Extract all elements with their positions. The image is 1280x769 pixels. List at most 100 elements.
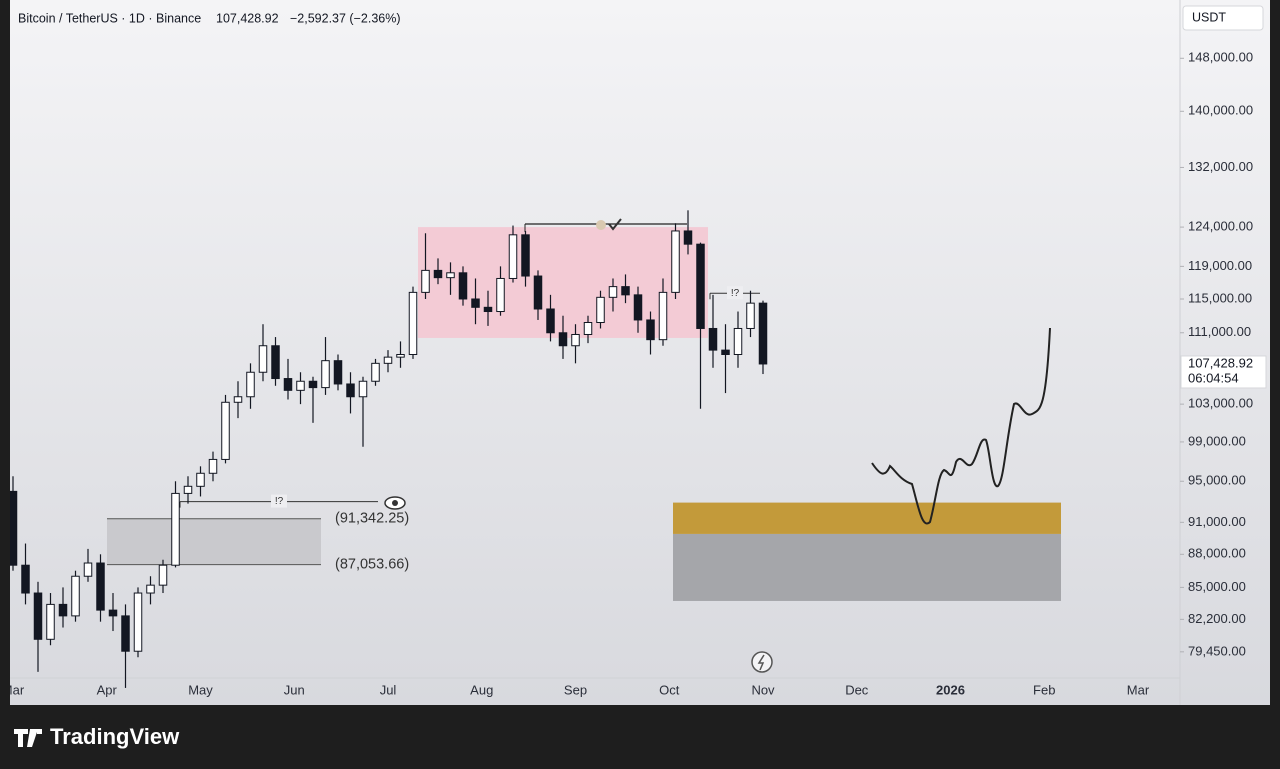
candle-body bbox=[246, 371, 255, 398]
y-tick-label: 115,000.00 bbox=[1188, 290, 1252, 305]
x-tick-label: Mar bbox=[1127, 682, 1150, 697]
candle-body bbox=[708, 327, 718, 351]
candle-body bbox=[271, 345, 280, 380]
x-tick-label: Dec bbox=[845, 682, 869, 697]
candle-body bbox=[10, 490, 18, 566]
zone bbox=[107, 518, 321, 565]
candle-body bbox=[196, 472, 205, 487]
candle-body bbox=[721, 349, 730, 355]
currency-button[interactable] bbox=[1182, 5, 1264, 31]
candle-body bbox=[433, 269, 443, 279]
candle-body bbox=[746, 302, 755, 329]
x-tick-label: Nov bbox=[751, 682, 775, 697]
y-tick-label: 85,000.00 bbox=[1188, 579, 1246, 594]
annotation-bg bbox=[271, 494, 287, 508]
candle-body bbox=[758, 302, 768, 365]
candle-body bbox=[296, 380, 305, 391]
candle-body bbox=[608, 286, 618, 298]
candle-body bbox=[346, 383, 355, 398]
candle-body bbox=[658, 291, 668, 341]
candle-body bbox=[583, 322, 593, 335]
candle-body bbox=[96, 562, 105, 611]
candle-body bbox=[146, 584, 155, 594]
y-tick-label: 148,000.00 bbox=[1188, 50, 1253, 65]
candle-body bbox=[158, 564, 168, 586]
candle-body bbox=[58, 603, 68, 617]
candle-body bbox=[171, 492, 180, 566]
candle-body bbox=[533, 275, 543, 310]
y-tick-label: 119,000.00 bbox=[1188, 258, 1252, 273]
candle-body bbox=[446, 272, 455, 279]
candle-body bbox=[21, 564, 30, 594]
y-tick-label: 140,000.00 bbox=[1188, 103, 1253, 118]
candle-body bbox=[133, 592, 143, 652]
symbol: Bitcoin / TetherUS · 1D · Binance bbox=[18, 11, 201, 25]
plot-area: Mar Apr May Jun Jul Aug Sep Oct Nov Dec 2026 Feb Mar… bbox=[2, 210, 1150, 697]
candle-body bbox=[208, 458, 218, 474]
candle-body bbox=[83, 562, 93, 577]
annotation-label: !? bbox=[275, 496, 284, 507]
candle-body bbox=[371, 362, 380, 382]
currency[interactable]: USDT bbox=[1192, 10, 1226, 24]
candle-body bbox=[396, 353, 405, 358]
candle-body bbox=[283, 378, 293, 391]
candle-body bbox=[233, 396, 243, 403]
candle-body bbox=[646, 319, 655, 341]
x-tick-label: Jun bbox=[284, 682, 305, 697]
y-tick-label: 79,450.00 bbox=[1188, 643, 1246, 658]
eye-pupil bbox=[392, 500, 398, 506]
x-tick-label: 2026 bbox=[936, 682, 965, 697]
candle-body bbox=[483, 306, 493, 313]
zone bbox=[673, 502, 1061, 534]
header-price: 107,428.92 bbox=[216, 11, 279, 25]
annotation-bg bbox=[727, 286, 743, 300]
countdown: 06:04:54 bbox=[1188, 370, 1239, 385]
candle-body bbox=[521, 234, 530, 277]
candle-body bbox=[333, 360, 343, 385]
candle-body bbox=[558, 332, 568, 347]
candle-body bbox=[121, 615, 130, 652]
projection-path bbox=[871, 327, 1051, 525]
candle-body bbox=[258, 345, 268, 373]
candle-body bbox=[108, 609, 118, 617]
candle-body bbox=[683, 230, 693, 245]
candle-body bbox=[321, 360, 330, 389]
x-tick-label: Sep bbox=[564, 682, 587, 697]
annotation-label: !? bbox=[731, 288, 740, 299]
header-change: −2,592.37 (−2.36%) bbox=[290, 11, 401, 25]
y-tick-label: 88,000.00 bbox=[1188, 546, 1246, 561]
candle-body bbox=[596, 296, 605, 324]
candle-body bbox=[408, 291, 418, 355]
x-tick-label: Mar bbox=[2, 682, 25, 697]
candle-body bbox=[696, 243, 705, 329]
y-tick-label: 132,000.00 bbox=[1188, 159, 1253, 174]
x-tick-label: Apr bbox=[97, 682, 118, 697]
x-tick-label: Oct bbox=[659, 682, 680, 697]
level-label: (91,342.25) bbox=[335, 511, 409, 527]
lightning-bolt bbox=[757, 654, 765, 671]
candle-body bbox=[471, 298, 480, 308]
icon bbox=[596, 220, 606, 230]
lightning-icon bbox=[751, 651, 773, 673]
candle-body bbox=[733, 327, 743, 355]
last-price: 107,428.92 bbox=[1188, 355, 1253, 370]
candle-body bbox=[33, 592, 43, 640]
candle-body bbox=[421, 269, 430, 293]
zone bbox=[673, 533, 1061, 601]
y-tick-label: 124,000.00 bbox=[1188, 219, 1253, 234]
candle-body bbox=[633, 294, 643, 321]
candle-body bbox=[496, 277, 505, 313]
candle-body bbox=[571, 333, 580, 347]
y-tick-label: 91,000.00 bbox=[1188, 514, 1246, 529]
candle-body bbox=[358, 380, 368, 398]
y-tick-label: 111,000.00 bbox=[1188, 324, 1251, 339]
candle-body bbox=[308, 380, 318, 389]
x-tick-label: Aug bbox=[470, 682, 493, 697]
x-tick-label: Jul bbox=[380, 682, 397, 697]
candle-body bbox=[671, 230, 680, 293]
brand: TradingView bbox=[50, 724, 180, 749]
last-price-box bbox=[1180, 355, 1267, 389]
candle-body bbox=[508, 234, 518, 279]
